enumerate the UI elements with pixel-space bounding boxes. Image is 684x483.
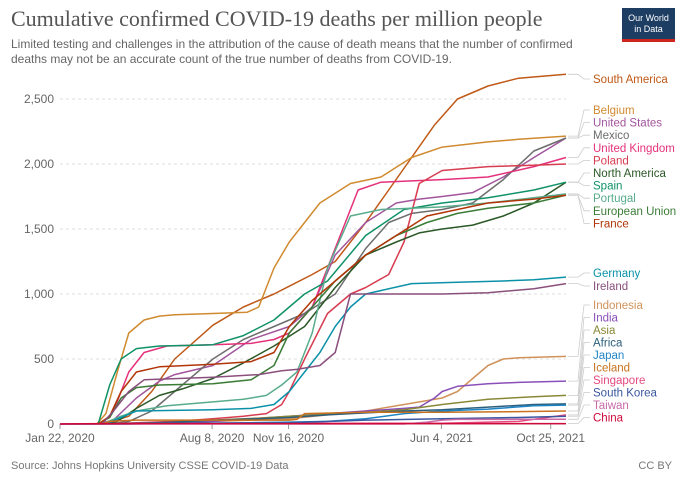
series-line-ireland[interactable] — [60, 282, 567, 425]
legend-label-united-kingdom[interactable]: United Kingdom — [593, 143, 675, 155]
legend-label-poland[interactable]: Poland — [593, 155, 629, 167]
series-line-north-america[interactable] — [60, 181, 567, 425]
legend-label-africa[interactable]: Africa — [593, 338, 623, 350]
legend-label-singapore[interactable]: Singapore — [593, 375, 645, 387]
legend-label-japan[interactable]: Japan — [593, 350, 624, 362]
legend-label-north-america[interactable]: North America — [593, 168, 666, 180]
y-tick-label: 0 — [47, 417, 54, 431]
legend-label-taiwan[interactable]: Taiwan — [593, 400, 629, 412]
chart-subtitle: Limited testing and challenges in the at… — [11, 37, 573, 66]
legend-connector — [568, 134, 590, 139]
legend-label-united-states[interactable]: United States — [593, 118, 662, 130]
y-tick-label: 2,500 — [24, 92, 54, 106]
legend-connector — [568, 160, 590, 165]
legend-label-iceland[interactable]: Iceland — [593, 363, 630, 375]
legend-connector — [568, 147, 590, 158]
legend-connector — [568, 73, 590, 80]
source-note[interactable]: Source: Johns Hopkins University CSSE CO… — [11, 460, 289, 472]
legend-label-france[interactable]: France — [593, 218, 629, 230]
x-tick-label: Jun 4, 2021 — [410, 431, 473, 445]
chart-title: Cumulative confirmed COVID-19 deaths per… — [11, 6, 543, 31]
y-axis: 0 500 1,000 1,500 2,000 2,500 — [24, 92, 54, 431]
series-line-belgium[interactable] — [60, 135, 567, 425]
x-tick-label: Oct 25, 2021 — [516, 431, 585, 445]
legend-label-south-america[interactable]: South America — [593, 74, 668, 86]
legend-connector — [568, 392, 590, 417]
series-line-germany[interactable] — [60, 276, 567, 425]
legend-connector — [568, 329, 590, 396]
series-line-european-union[interactable] — [60, 194, 567, 425]
series-lines — [59, 73, 567, 425]
legend-connector — [568, 283, 590, 287]
y-tick-label: 1,000 — [24, 287, 54, 301]
legend-label-mexico[interactable]: Mexico — [593, 130, 629, 142]
legend-connector — [568, 354, 590, 406]
legend-label-china[interactable]: China — [593, 413, 624, 425]
legend-connector — [568, 317, 590, 382]
legend-label-germany[interactable]: Germany — [593, 268, 641, 280]
x-tick-label: Aug 8, 2020 — [180, 431, 245, 445]
series-line-france[interactable] — [60, 194, 567, 425]
legend-connector — [568, 404, 590, 420]
y-tick-label: 500 — [34, 352, 54, 366]
legend-label-ireland[interactable]: Ireland — [593, 281, 628, 293]
legend-label-indonesia[interactable]: Indonesia — [593, 300, 643, 312]
x-tick-label: Jan 22, 2020 — [25, 431, 95, 445]
owid-logo[interactable]: Our World in Data — [622, 8, 675, 42]
legend-label-spain[interactable]: Spain — [593, 181, 622, 193]
legend-connector — [568, 109, 590, 137]
legend-label-portugal[interactable]: Portugal — [593, 193, 636, 205]
series-line-iceland[interactable] — [60, 410, 567, 425]
y-tick-label: 2,000 — [24, 157, 54, 171]
legend-connector — [568, 193, 590, 199]
series-line-poland[interactable] — [60, 163, 567, 425]
legend-connector — [568, 272, 590, 278]
legend-connector — [568, 379, 590, 416]
legend-connector — [568, 304, 590, 357]
series-line-spain[interactable] — [60, 181, 567, 425]
legend-connector — [568, 181, 590, 186]
legend-connector — [568, 172, 590, 183]
legend-connector — [568, 417, 590, 424]
y-tick-label: 1,500 — [24, 222, 54, 236]
legend-label-south-korea[interactable]: South Korea — [593, 388, 658, 400]
legend-connector — [568, 194, 590, 212]
license-label[interactable]: CC BY — [638, 460, 672, 472]
legend-connector — [568, 194, 590, 224]
logo-line-2: in Data — [634, 23, 663, 34]
legend-label-european-union[interactable]: European Union — [593, 206, 676, 218]
legend-label-belgium[interactable]: Belgium — [593, 105, 635, 117]
x-tick-label: Nov 16, 2020 — [253, 431, 325, 445]
gridlines — [60, 98, 566, 425]
logo-line-1: Our World — [628, 12, 669, 23]
legend-connector — [568, 342, 590, 405]
x-axis: Jan 22, 2020 Aug 8, 2020 Nov 16, 2020 Jun 4… — [25, 424, 585, 445]
legend-label-india[interactable]: India — [593, 313, 619, 325]
legend-connector — [568, 367, 590, 412]
legend-label-asia[interactable]: Asia — [593, 325, 616, 337]
